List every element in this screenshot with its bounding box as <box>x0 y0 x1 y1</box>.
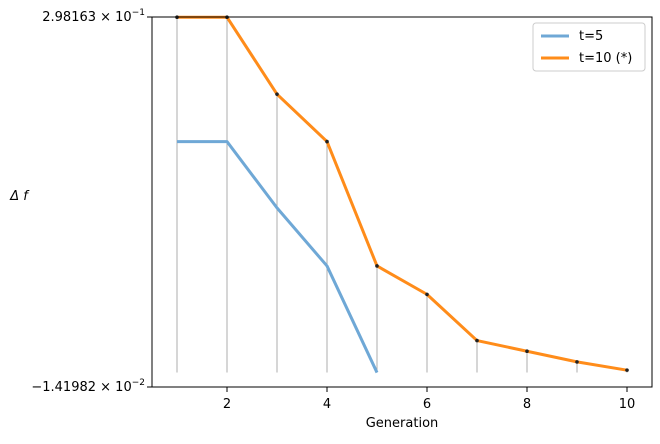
x-tick-label: 4 <box>323 397 331 412</box>
y-tick-label-top: 2.98163 × 10−1 <box>42 8 145 25</box>
plot-frame <box>151 16 653 388</box>
data-point <box>475 338 479 343</box>
data-point <box>575 360 579 364</box>
y-tick-label-bottom: −1.41982 × 10−2 <box>31 378 145 395</box>
data-point <box>525 349 529 354</box>
legend: t=5 t=10 (*) <box>532 22 646 72</box>
legend-label-t5: t=5 <box>579 29 603 44</box>
x-axis-label: Generation <box>366 416 439 431</box>
series-line-0 <box>177 140 379 374</box>
data-point <box>625 368 629 372</box>
data-point <box>325 139 329 144</box>
data-point <box>275 92 279 96</box>
x-tick-label: 6 <box>423 397 431 412</box>
x-tick-label: 2 <box>223 397 231 412</box>
data-point <box>375 264 379 268</box>
data-point <box>425 292 429 297</box>
series-line-1 <box>177 15 628 372</box>
legend-label-t10: t=10 (*) <box>579 51 632 66</box>
x-tick-label: 8 <box>523 397 531 412</box>
x-tick-label: 10 <box>619 397 636 412</box>
y-axis-label: Δ f <box>9 189 30 204</box>
